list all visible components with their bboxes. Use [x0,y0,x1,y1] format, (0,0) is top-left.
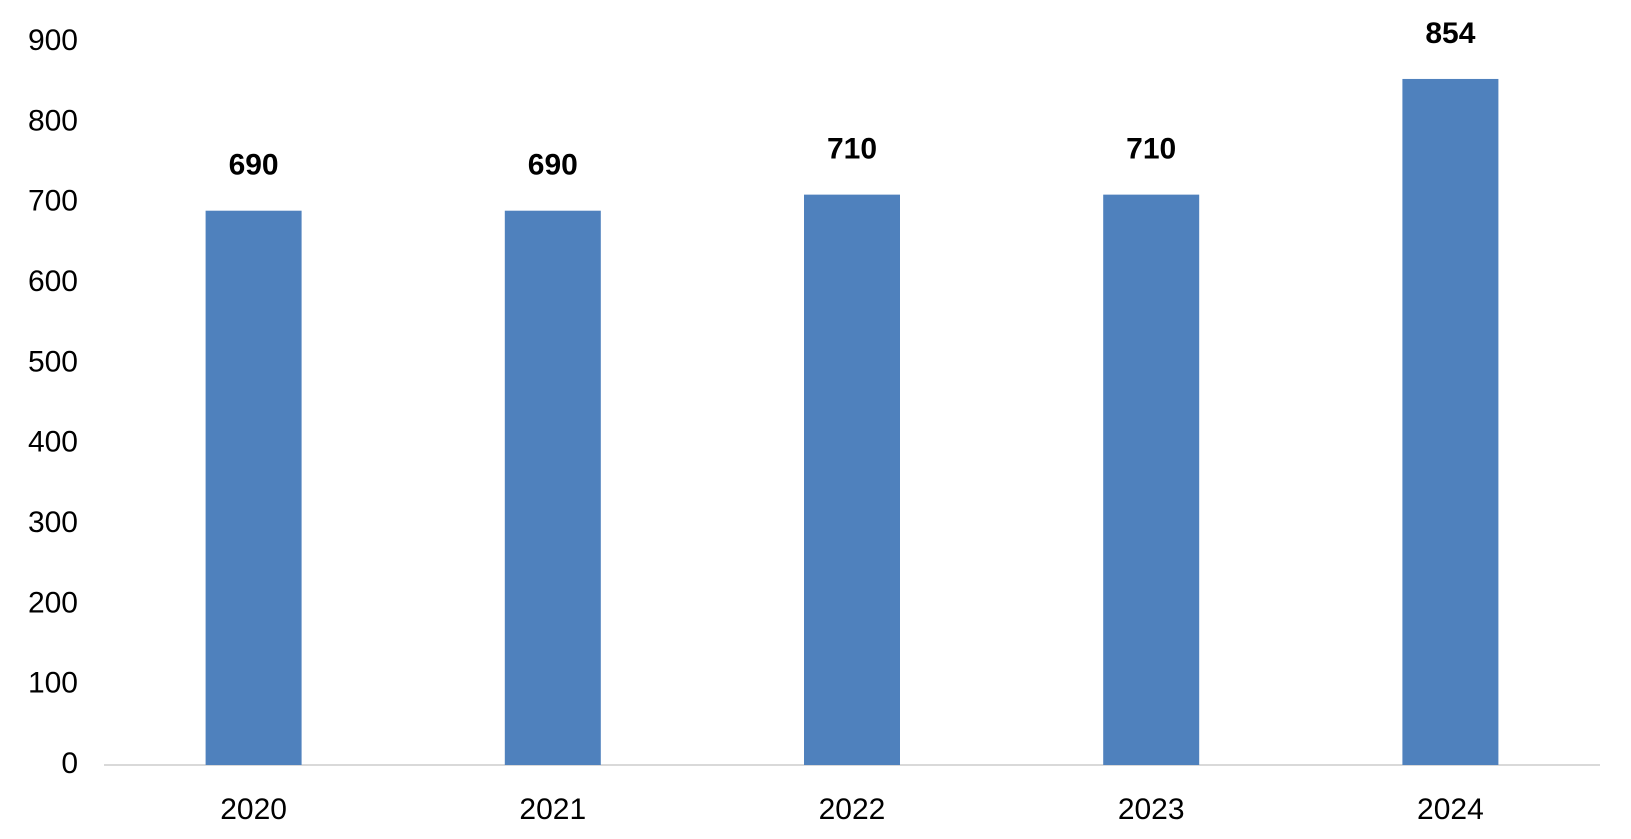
x-tick-label: 2022 [819,793,886,826]
bar [804,194,900,766]
y-tick-label: 100 [28,667,78,700]
value-label: 690 [528,149,578,182]
y-tick-label: 200 [28,586,78,619]
value-label: 690 [229,149,279,182]
x-tick-label: 2023 [1118,793,1185,826]
bar [1402,78,1499,766]
y-tick-label: 700 [28,185,78,218]
bar [504,210,601,765]
bar [205,210,302,765]
value-label: 710 [1126,133,1176,166]
x-tick-label: 2020 [220,793,287,826]
x-tick-label: 2021 [519,793,586,826]
x-tick-label: 2024 [1417,793,1484,826]
value-label: 710 [827,133,877,166]
y-tick-label: 600 [28,265,78,298]
value-label: 854 [1425,17,1475,50]
y-tick-label: 800 [28,104,78,137]
y-tick-label: 900 [28,24,78,57]
y-tick-label: 400 [28,426,78,459]
y-tick-label: 0 [61,747,78,780]
y-tick-label: 500 [28,345,78,378]
y-tick-label: 300 [28,506,78,539]
bar [1103,194,1200,766]
